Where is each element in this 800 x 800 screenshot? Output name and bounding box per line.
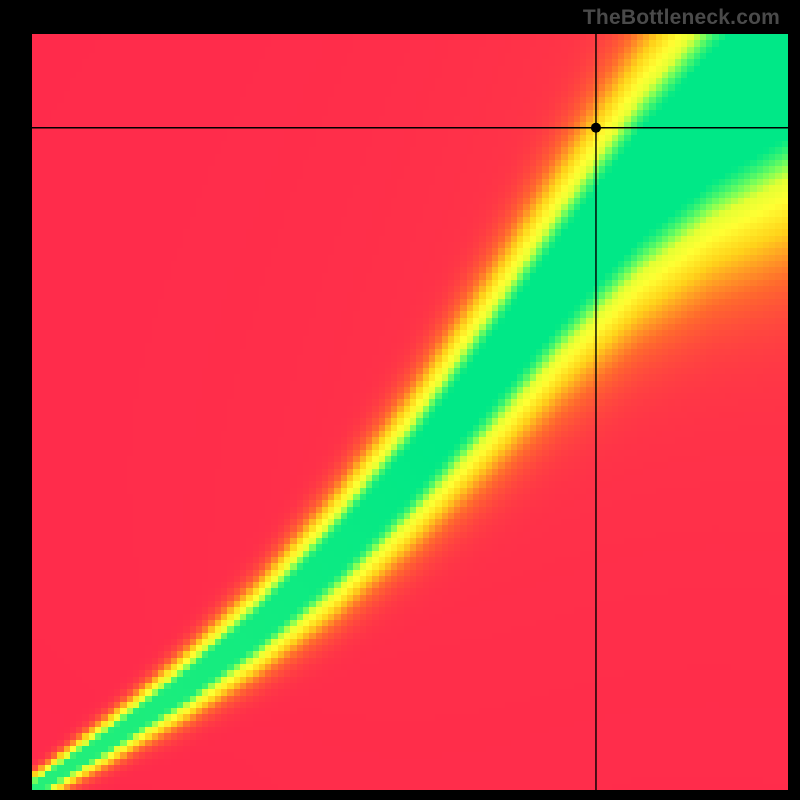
chart-container: TheBottleneck.com bbox=[0, 0, 800, 800]
watermark-text: TheBottleneck.com bbox=[583, 6, 780, 30]
bottleneck-heatmap bbox=[32, 34, 788, 790]
